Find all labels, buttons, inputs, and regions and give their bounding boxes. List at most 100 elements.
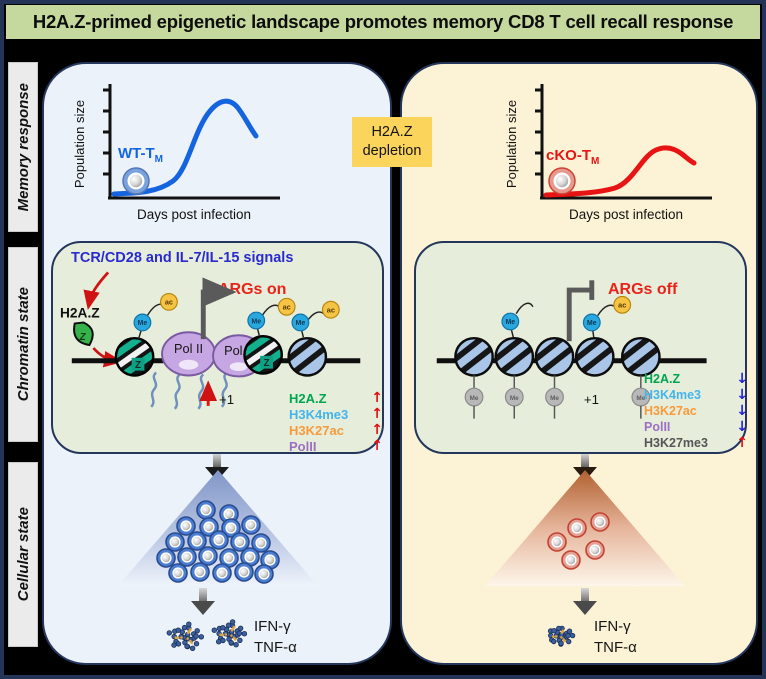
tnf-alpha-label: TNF-α <box>254 639 297 656</box>
cko-chromatin-box: ARGs off <box>414 241 748 454</box>
depletion-line2: depletion <box>362 143 422 159</box>
legend-row: H3K4me3 ↓ <box>644 387 748 403</box>
ifn-gamma-label: IFN-γ <box>254 618 291 635</box>
z-tag: Z <box>135 360 141 371</box>
wt-tm-label: WT-TM <box>118 145 163 165</box>
polii-label: Pol II <box>174 341 203 356</box>
histone-marks: Me ac <box>133 292 178 340</box>
legend-label: PolII <box>289 438 317 454</box>
h2az-variant-icon <box>73 321 94 347</box>
depletion-line1: H2A.Z <box>371 124 413 140</box>
cko-panel: Population size Days post infection cKO-… <box>400 62 758 665</box>
cko-cytokine-cluster <box>547 625 576 647</box>
me-mark: Me <box>550 395 559 402</box>
up-arrow-icon: ↑ <box>371 422 383 438</box>
section-label-text: Cellular state <box>14 507 32 602</box>
histone-marks: Me ac <box>291 300 340 338</box>
cko-memory-cell-icon <box>548 167 576 195</box>
up-arrow-icon: ↑ <box>371 390 383 406</box>
signal-arrow <box>83 271 110 310</box>
legend-label: H3K4me3 <box>644 388 701 402</box>
legend-label: H3K27ac <box>644 404 697 418</box>
legend-row: H3K27me3 ↑ <box>644 435 748 451</box>
histone-marks: Me ac <box>582 295 632 338</box>
wt-population-graph: Population size Days post infection WT-T… <box>72 84 280 222</box>
down-arrow-icon: ↓ <box>736 387 748 403</box>
wt-cytokine-cluster <box>166 619 248 651</box>
h2az-nucleosome: Z <box>114 336 155 377</box>
up-arrow-icon: ↑ <box>736 435 748 451</box>
legend-row: PolII ↑ <box>289 438 383 454</box>
wt-cell-cluster <box>156 500 280 584</box>
cko-cell-cluster <box>547 512 610 570</box>
y-axis-label: Population size <box>504 100 519 188</box>
wt-expansion-triangle <box>118 470 318 586</box>
down-arrow-icon <box>573 588 597 615</box>
wt-panel: Population size Days post infection WT-T… <box>42 62 392 665</box>
wt-chromatin-box: TCR/CD28 and IL-7/IL-15 signals ARGs on … <box>51 241 384 454</box>
x-axis-label: Days post infection <box>569 207 683 222</box>
histone-marks: Me <box>501 302 534 338</box>
tnf-alpha-label: TNF-α <box>594 639 637 656</box>
down-arrow-icon <box>191 588 215 615</box>
me-mark: Me <box>506 319 516 326</box>
legend-row: H3K27ac ↑ <box>289 422 383 438</box>
me-mark: Me <box>296 320 306 327</box>
y-axis-label: Population size <box>72 100 87 188</box>
plus1-label: +1 <box>219 392 234 407</box>
ac-mark: ac <box>618 301 626 310</box>
me-mark: Me <box>470 395 479 402</box>
repression-t-bar <box>566 280 595 342</box>
cko-chromatin-drawing: Me Me ac Me Me Me Me <box>436 280 707 419</box>
legend-row: H3K27ac ↓ <box>644 403 748 419</box>
me-mark: Me <box>636 395 645 402</box>
me-mark: Me <box>251 318 261 325</box>
h2az-depletion-box: H2A.Z depletion <box>352 117 432 167</box>
section-label-cellular-state: Cellular state <box>8 462 38 647</box>
legend-label: H3K27ac <box>289 422 344 438</box>
legend-row: H2A.Z ↓ <box>644 371 748 387</box>
figure-title: H2A.Z-primed epigenetic landscape promot… <box>6 5 760 39</box>
legend-label: H3K27me3 <box>644 436 708 450</box>
blue-nucleosome <box>287 336 328 377</box>
up-arrow-icon: ↑ <box>371 438 383 454</box>
me-mark: Me <box>138 320 148 327</box>
cko-tm-label: cKO-TM <box>546 147 599 167</box>
wt-expansion-curve <box>111 98 259 197</box>
legend-row: H2A.Z ↑ <box>289 390 383 406</box>
legend-label: H2A.Z <box>289 390 327 406</box>
cko-population-graph: Population size Days post infection cKO-… <box>504 84 712 222</box>
down-arrow-icon: ↓ <box>736 371 748 387</box>
wt-memory-cell-icon <box>122 167 150 195</box>
me-mark: Me <box>587 320 597 327</box>
ac-mark: ac <box>283 303 291 312</box>
tss-arrow <box>200 277 237 340</box>
nascent-rna-squiggles <box>150 371 228 410</box>
signals-label: TCR/CD28 and IL-7/IL-15 signals <box>71 250 294 266</box>
ac-mark: ac <box>327 305 335 314</box>
args-off-label: ARGs off <box>608 281 678 298</box>
h2az-nucleosome: Z <box>243 334 283 375</box>
legend-label: H2A.Z <box>644 372 681 386</box>
up-arrow-icon: ↑ <box>371 406 383 422</box>
ifn-gamma-label: IFN-γ <box>594 618 631 635</box>
wt-chromatin-drawing: H2A.Z Z <box>60 271 361 410</box>
ac-mark: ac <box>165 298 173 307</box>
down-arrow-icon: ↓ <box>736 419 748 435</box>
y-axis-ticks <box>535 88 542 176</box>
legend-label: PolII <box>644 420 671 434</box>
section-label-chromatin-state: Chromatin state <box>8 247 38 442</box>
legend-row: H3K4me3 ↑ <box>289 406 383 422</box>
plus1-label: +1 <box>584 392 599 407</box>
section-label-memory-response: Memory response <box>8 62 38 232</box>
cko-expansion-triangle <box>485 470 685 586</box>
repressive-me-marks: Me Me Me Me <box>464 375 651 419</box>
me-mark: Me <box>510 395 519 402</box>
section-label-text: Memory response <box>14 82 32 212</box>
legend-label: H3K4me3 <box>289 406 349 422</box>
x-axis-label: Days post infection <box>137 207 251 222</box>
y-axis-ticks <box>103 88 110 176</box>
section-label-text: Chromatin state <box>14 287 32 402</box>
z-tag: Z <box>264 358 270 369</box>
